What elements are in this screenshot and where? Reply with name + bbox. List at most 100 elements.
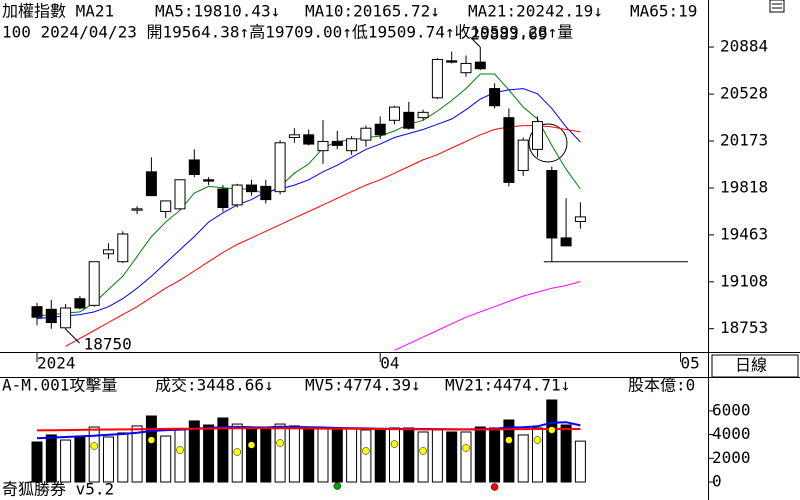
candle-body xyxy=(274,142,286,193)
ma-line xyxy=(36,73,581,317)
candle-body xyxy=(145,171,157,197)
signal-dot xyxy=(333,482,342,490)
y-tick-label: 19108 xyxy=(720,271,768,290)
volume-bar xyxy=(217,417,229,483)
volume-bar xyxy=(174,429,186,483)
signal-dot xyxy=(90,442,98,450)
volume-bar xyxy=(503,419,515,483)
volume-bar xyxy=(246,427,257,483)
volume-bar xyxy=(331,427,343,483)
candle-body xyxy=(117,233,129,263)
candle-body xyxy=(532,121,543,150)
signal-dot xyxy=(276,439,284,447)
y-tick-label: 2000 xyxy=(712,448,751,467)
footer: 奇狐勝券 v5.2 xyxy=(2,480,114,499)
volume-bar xyxy=(517,434,529,483)
candle-body xyxy=(460,62,472,74)
volume-bar xyxy=(403,427,415,483)
volume-bar xyxy=(103,436,114,483)
volume-bar xyxy=(532,427,543,483)
signal-dot xyxy=(233,448,241,456)
volume-bar xyxy=(160,435,172,483)
x-tick-label: 2024 xyxy=(37,354,76,373)
volume-bar xyxy=(188,420,200,483)
candle-body xyxy=(446,60,458,63)
signal-dot xyxy=(548,426,556,434)
volume-bar xyxy=(374,429,386,483)
volume-bar xyxy=(60,439,72,483)
candle-body xyxy=(331,140,343,146)
volume-bar xyxy=(389,427,400,483)
candle-body xyxy=(574,216,586,222)
max-label: 20883.69 xyxy=(470,25,547,44)
y-tick-label: 20528 xyxy=(720,84,768,103)
mv-line xyxy=(36,427,581,432)
candle-body xyxy=(260,185,272,201)
signal-dot xyxy=(533,436,542,444)
volume-bar xyxy=(45,434,57,483)
candle-body xyxy=(303,134,315,145)
y-tick-label: 20884 xyxy=(720,37,768,56)
candle-body xyxy=(174,179,186,210)
volume-bar xyxy=(203,424,215,483)
volume-bar xyxy=(431,429,443,483)
candle-body xyxy=(188,159,200,175)
candle-body xyxy=(160,200,172,212)
candle-body xyxy=(203,179,215,182)
volume-bar xyxy=(546,399,558,483)
candle-body xyxy=(403,111,415,129)
signal-dot xyxy=(390,440,399,448)
signal-dot xyxy=(490,483,499,491)
candle-body xyxy=(374,123,386,136)
candle-body xyxy=(546,170,558,239)
y-tick-label: 19818 xyxy=(720,177,768,196)
candle-body xyxy=(417,111,429,119)
legend-entry: MV21:4474.71↓ xyxy=(445,376,570,395)
candle-body xyxy=(31,306,43,318)
candle-body xyxy=(60,307,72,329)
period-label[interactable]: 日線 xyxy=(735,356,767,375)
legend-entry: MA5:19810.43↓ xyxy=(155,2,280,21)
window-button[interactable] xyxy=(769,0,785,13)
volume-title: A-M.001攻擊量 xyxy=(2,376,117,395)
candle-body xyxy=(346,138,358,152)
volume-bar xyxy=(131,425,143,483)
legend-entry: 成交:3448.66↓ xyxy=(155,376,274,395)
annotation-leader xyxy=(469,36,481,48)
volume-bar xyxy=(560,424,572,483)
volume-bar xyxy=(88,426,100,483)
candle-body xyxy=(288,134,300,138)
candle-body xyxy=(389,106,400,121)
legend-entry: MV5:4774.39↓ xyxy=(305,376,421,395)
volume-bar xyxy=(446,431,458,483)
volume-bar xyxy=(417,431,429,483)
candle-body xyxy=(131,208,143,211)
candle-body xyxy=(503,117,515,183)
signal-dot xyxy=(505,436,513,444)
volume-bar xyxy=(288,425,300,483)
y-tick-label: 6000 xyxy=(712,400,751,419)
candle-body xyxy=(231,184,243,206)
chart-title: 加權指數 MA21 xyxy=(2,2,114,21)
signal-dot xyxy=(362,447,370,455)
volume-bar xyxy=(360,429,372,483)
candle-body xyxy=(560,237,572,247)
volume-bar xyxy=(260,427,272,483)
y-tick-label: 18753 xyxy=(720,318,768,337)
legend-entry: MA21:20242.19↓ xyxy=(468,2,603,21)
y-tick-label: 19463 xyxy=(720,224,768,243)
signal-dot xyxy=(419,447,427,455)
volume-bar xyxy=(274,423,286,483)
candle-body xyxy=(317,140,329,152)
volume-bar xyxy=(460,431,472,483)
ma-line xyxy=(65,125,581,347)
min-label: 18750 xyxy=(84,335,132,354)
y-tick-label: 20173 xyxy=(720,131,768,150)
annotation-leader xyxy=(65,328,80,344)
x-tick-label: 04 xyxy=(380,354,399,373)
candle-body xyxy=(431,58,443,99)
volume-bar xyxy=(346,427,358,483)
volume-bar xyxy=(489,427,501,483)
signal-dot xyxy=(147,436,156,444)
